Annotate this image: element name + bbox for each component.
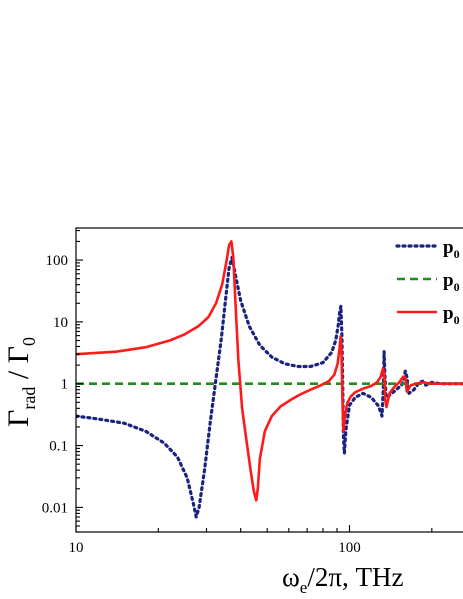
y-tick-label: 100 [46,253,69,269]
legend-label-2: p0 [443,270,460,294]
x-tick-label: 100 [338,540,361,556]
x-tick-label: 10 [69,540,84,556]
y-tick-label: 1 [61,377,69,393]
x-axis-label: ωe/2π, THz [282,562,403,597]
y-tick-label: 0.01 [42,500,68,516]
legend-label-1: p0 [443,237,460,261]
legend: p0 p0 p0 [395,237,460,327]
legend-label-3: p0 [443,303,460,327]
y-axis-label: Γrad / Γ0 [2,337,39,427]
y-tick-label: 10 [53,315,68,331]
series-line-1 [76,255,463,519]
plot-frame [75,227,463,533]
axis-ticks: 10 100 0.01 0.1 1 10 100 [42,230,433,556]
series-layer [76,240,463,519]
y-tick-label: 0.1 [49,439,68,455]
plot-border [75,227,463,533]
series-line-3 [76,240,463,502]
